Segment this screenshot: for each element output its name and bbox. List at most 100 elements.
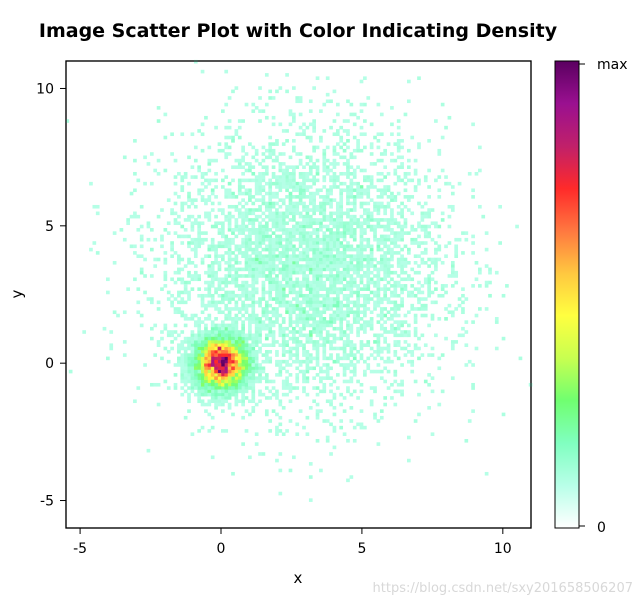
density-cell [264,336,269,341]
density-cell [193,359,198,364]
density-cell [312,195,316,199]
density-cell [258,208,262,212]
density-cell [315,349,320,354]
density-cell [281,300,286,305]
density-cell [329,317,333,321]
density-cell [322,155,327,160]
density-cell [278,188,283,193]
density-cell [292,115,296,120]
density-cell [295,247,300,252]
density-cell [379,132,384,137]
density-cell [298,320,303,324]
density-cell [254,214,259,219]
density-cell [268,379,273,384]
density-cell [386,274,391,278]
density-cell [325,165,330,169]
density-cell [248,198,252,202]
density-cell [369,326,374,331]
density-cell [403,171,408,176]
density-cell [356,287,360,291]
density-cell [207,359,212,364]
density-cell [231,195,235,199]
density-cell [288,353,293,357]
density-cell [322,287,327,291]
density-cell [339,425,344,430]
density-cell [383,204,388,209]
density-cell [349,152,354,156]
density-cell [322,198,327,202]
density-cell [221,366,225,371]
density-cell [400,300,404,305]
density-cell [346,165,350,169]
density-cell [298,228,303,232]
density-cell [464,439,469,443]
density-cell [319,303,323,308]
density-cell [359,132,364,137]
density-cell [393,320,398,324]
density-cell [302,175,306,179]
density-cell [349,363,354,367]
density-cell [275,320,279,324]
density-cell [271,264,276,268]
density-cell [342,224,347,229]
density-cell [325,171,330,176]
density-cell [342,432,347,436]
density-cell [393,251,398,255]
density-cell [393,402,398,407]
density-cell [207,353,212,357]
density-cell [359,191,364,196]
density-cell [295,330,300,334]
density-cell [329,290,333,295]
density-cell [315,218,320,222]
density-cell [231,359,235,364]
density-cell [292,234,296,239]
density-cell [197,188,202,193]
density-cell [363,287,367,291]
density-cell [217,373,222,377]
density-cell [410,178,415,183]
density-cell [420,297,425,301]
density-cell [339,125,344,130]
density-cell [393,237,398,242]
density-cell [227,145,232,150]
density-cell [339,290,344,295]
density-cell [319,254,323,258]
density-cell [244,267,249,272]
density-cell [352,237,357,242]
density-cell [383,290,388,295]
density-cell [349,293,354,298]
density-cell [461,307,465,311]
density-cell [275,363,279,367]
density-cell [288,323,293,328]
density-cell [160,330,164,334]
density-cell [319,224,323,229]
density-cell [258,237,262,242]
density-cell [231,326,235,331]
density-cell [308,122,313,127]
density-cell [244,290,249,295]
density-cell [420,303,425,308]
density-cell [369,175,374,179]
density-cell [278,267,283,272]
density-cell [420,204,425,209]
density-cell [437,234,442,239]
density-cell [231,379,235,384]
density-cell [359,260,364,265]
density-cell [207,158,212,163]
density-cell [430,270,435,275]
density-cell [285,363,289,367]
density-cell [281,297,286,301]
density-cell [207,293,212,298]
density-cell [383,244,388,249]
density-cell [251,251,256,255]
density-cell [335,297,340,301]
density-cell [352,171,357,176]
density-cell [146,237,151,242]
density-cell [383,224,388,229]
density-cell [214,185,218,189]
density-cell [268,293,273,298]
density-cell [325,257,330,262]
density-cell [281,247,286,252]
density-cell [254,277,259,282]
density-cell [315,171,320,176]
